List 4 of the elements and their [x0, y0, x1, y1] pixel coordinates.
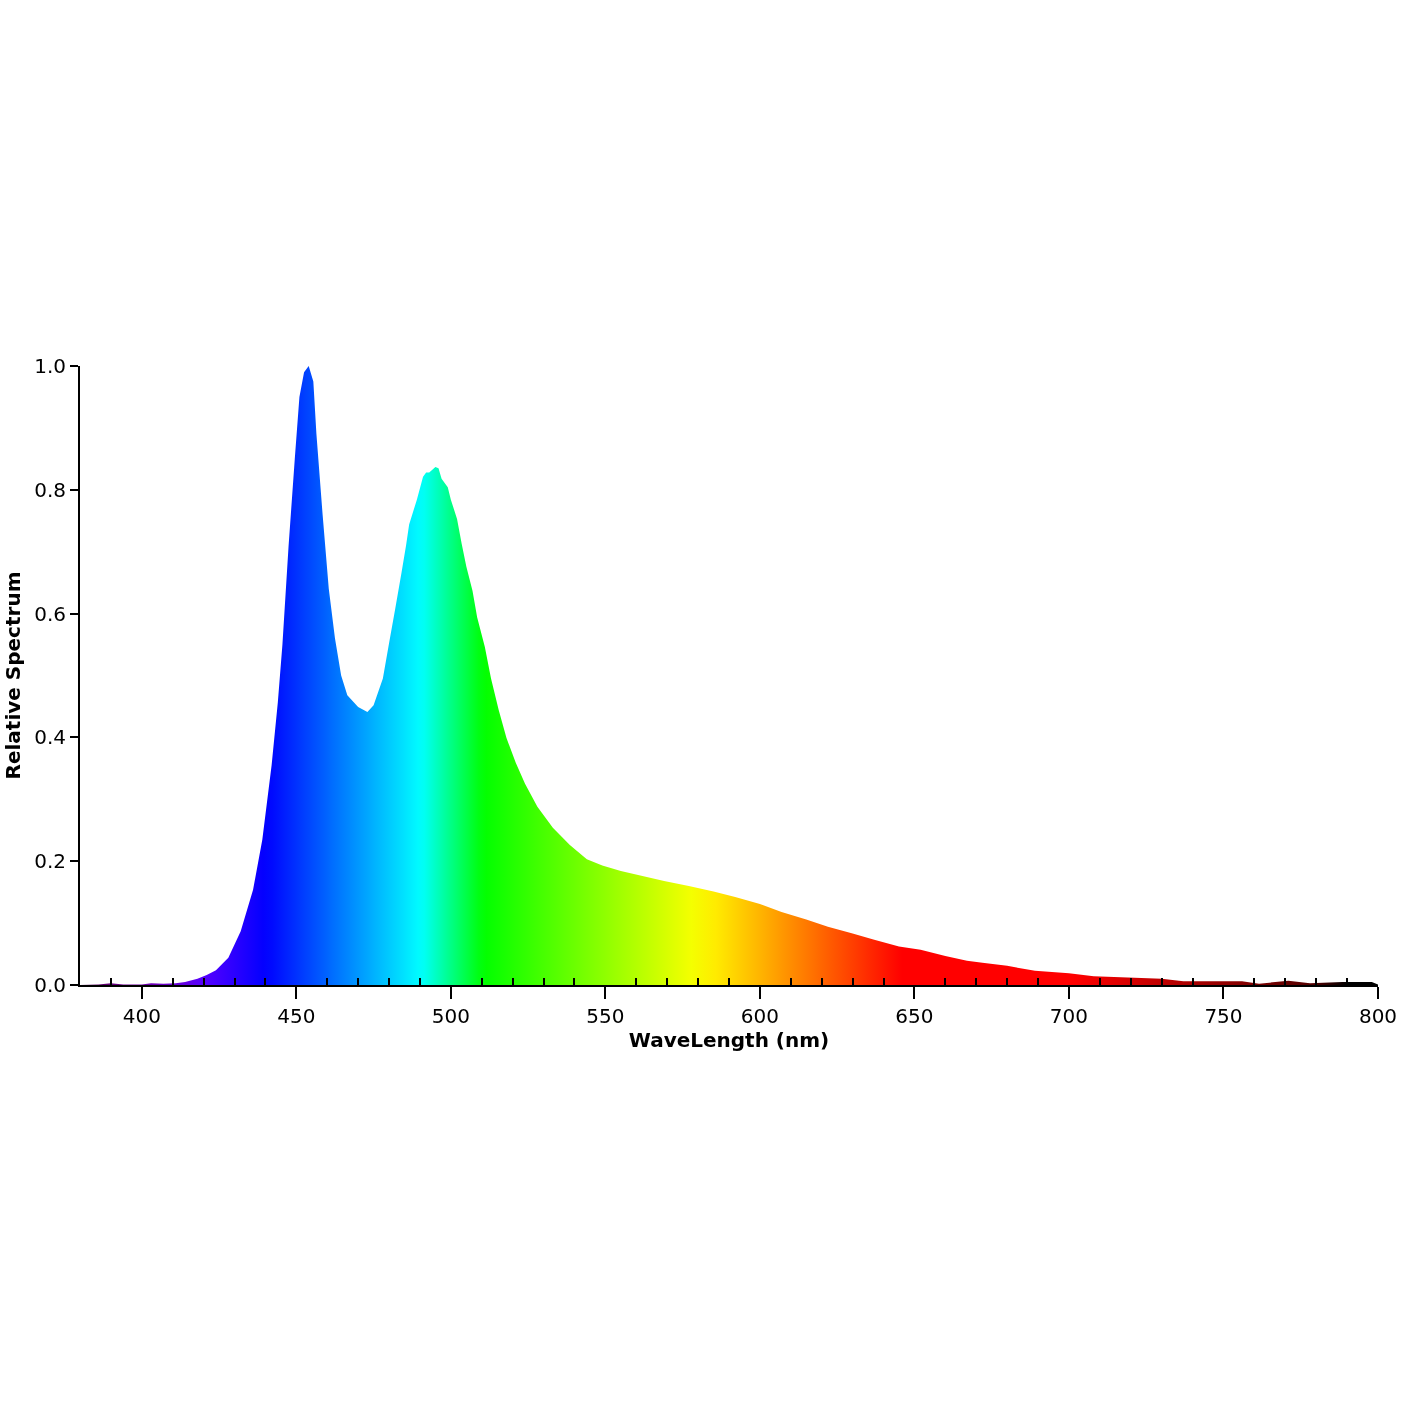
- x-tick-label: 700: [1049, 1004, 1089, 1028]
- x-tick-label: 650: [895, 1004, 934, 1028]
- x-tick-label: 800: [1358, 1004, 1398, 1028]
- x-tick-label: 750: [1204, 1004, 1243, 1028]
